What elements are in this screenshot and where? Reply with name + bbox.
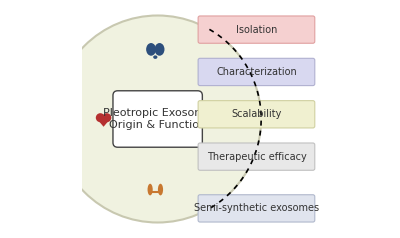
Ellipse shape bbox=[153, 55, 158, 59]
FancyBboxPatch shape bbox=[198, 195, 315, 222]
Circle shape bbox=[102, 113, 111, 122]
Ellipse shape bbox=[148, 184, 153, 195]
Text: Scalability: Scalability bbox=[231, 109, 282, 119]
Text: Pleotropic Exosome
Origin & Function: Pleotropic Exosome Origin & Function bbox=[103, 108, 212, 130]
Polygon shape bbox=[96, 118, 111, 127]
Ellipse shape bbox=[210, 112, 217, 126]
FancyBboxPatch shape bbox=[113, 91, 202, 147]
Text: Therapeutic efficacy: Therapeutic efficacy bbox=[206, 152, 306, 162]
Text: Semi-synthetic exosomes: Semi-synthetic exosomes bbox=[194, 203, 319, 213]
Ellipse shape bbox=[155, 43, 164, 56]
FancyBboxPatch shape bbox=[198, 58, 315, 86]
FancyBboxPatch shape bbox=[198, 143, 315, 170]
Ellipse shape bbox=[197, 112, 204, 126]
Circle shape bbox=[54, 15, 261, 223]
Text: Characterization: Characterization bbox=[216, 67, 297, 77]
Ellipse shape bbox=[158, 184, 163, 195]
FancyBboxPatch shape bbox=[198, 101, 315, 128]
Text: Isolation: Isolation bbox=[236, 25, 277, 35]
Circle shape bbox=[96, 113, 105, 122]
FancyBboxPatch shape bbox=[198, 16, 315, 43]
Ellipse shape bbox=[146, 43, 156, 56]
